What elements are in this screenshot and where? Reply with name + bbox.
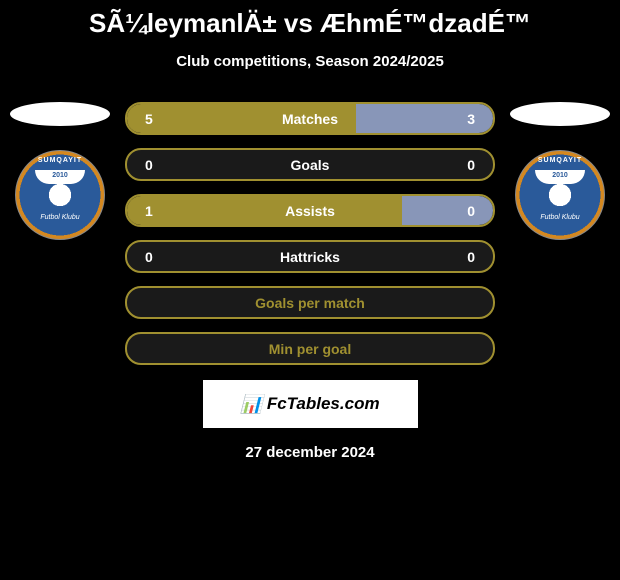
right-oval-placeholder	[510, 102, 610, 126]
right-club-logo: SUMQAYIT 2010 Futbol Klubu	[515, 150, 605, 240]
stat-bar-left	[127, 196, 402, 225]
subtitle: Club competitions, Season 2024/2025	[0, 53, 620, 70]
left-club-logo: SUMQAYIT 2010 Futbol Klubu	[15, 150, 105, 240]
stat-value-left: 5	[145, 111, 153, 127]
stat-bar-right	[402, 196, 494, 225]
stat-value-right: 0	[467, 203, 475, 219]
right-side: SUMQAYIT 2010 Futbol Klubu	[505, 102, 615, 240]
content-area: SUMQAYIT 2010 Futbol Klubu 5 Matches 3 0 Goa…	[0, 102, 620, 365]
stat-value-right: 0	[467, 157, 475, 173]
stat-row: 5 Matches 3	[125, 102, 495, 135]
chart-icon: 📊	[240, 394, 262, 415]
logo-top-text: SUMQAYIT	[538, 157, 582, 164]
stat-label: Assists	[285, 203, 335, 219]
left-side: SUMQAYIT 2010 Futbol Klubu	[5, 102, 115, 240]
logo-year: 2010	[52, 172, 68, 179]
stat-label: Goals per match	[255, 295, 365, 311]
page-title: SÃ¼leymanlÄ± vs ÆhmÉ™dzadÉ™	[0, 8, 620, 39]
stat-row: 1 Assists 0	[125, 194, 495, 227]
logo-top-text: SUMQAYIT	[38, 157, 82, 164]
logo-year: 2010	[552, 172, 568, 179]
stat-row: Goals per match	[125, 286, 495, 319]
stat-row: 0 Goals 0	[125, 148, 495, 181]
left-oval-placeholder	[10, 102, 110, 126]
stat-value-left: 0	[145, 249, 153, 265]
stat-value-right: 0	[467, 249, 475, 265]
stat-value-right: 3	[467, 111, 475, 127]
logo-bottom-text: Futbol Klubu	[40, 214, 79, 221]
stats-column: 5 Matches 3 0 Goals 0 1 Assists 0 0 Hattricks 0 Goal…	[125, 102, 495, 365]
branding-box[interactable]: 📊 FcTables.com	[203, 380, 418, 428]
logo-bottom-text: Futbol Klubu	[540, 214, 579, 221]
stat-row: Min per goal	[125, 332, 495, 365]
stat-label: Hattricks	[280, 249, 340, 265]
stat-label: Goals	[291, 157, 330, 173]
stat-label: Min per goal	[269, 341, 351, 357]
stat-label: Matches	[282, 111, 338, 127]
main-container: SÃ¼leymanlÄ± vs ÆhmÉ™dzadÉ™ Club competi…	[0, 0, 620, 461]
date-text: 27 december 2024	[0, 444, 620, 461]
stat-value-left: 0	[145, 157, 153, 173]
brand-text: FcTables.com	[267, 394, 380, 414]
stat-value-left: 1	[145, 203, 153, 219]
stat-row: 0 Hattricks 0	[125, 240, 495, 273]
